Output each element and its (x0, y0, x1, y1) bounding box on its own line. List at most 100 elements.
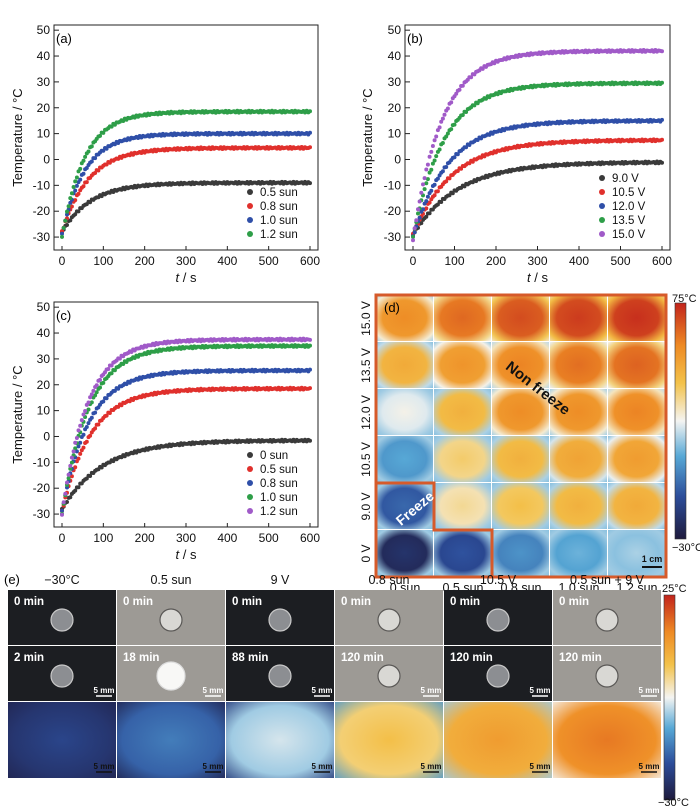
legend-label: 12.0 V (612, 201, 646, 213)
data-point (89, 415, 94, 420)
data-point (98, 133, 102, 138)
data-point (78, 166, 83, 171)
time-label: 18 min (123, 652, 159, 664)
data-point (76, 456, 81, 461)
y-tick-label: 40 (388, 49, 402, 63)
data-point (412, 230, 417, 235)
y-tick-label: -10 (33, 455, 51, 469)
legend-label: 0.8 sun (260, 201, 298, 213)
heatmap-cell (376, 530, 433, 576)
legend-marker (599, 231, 605, 237)
data-point (424, 181, 429, 186)
data-point (81, 184, 86, 189)
data-point (308, 343, 312, 348)
legend-marker (247, 494, 253, 500)
heatmap-cell (376, 389, 433, 435)
legend-label: 1.0 sun (260, 215, 298, 227)
data-point (81, 432, 86, 437)
data-point (422, 187, 427, 192)
droplet (50, 664, 74, 688)
data-point (457, 87, 462, 92)
droplet (595, 608, 619, 632)
data-point (89, 144, 94, 149)
data-point (68, 218, 73, 223)
data-point (74, 436, 79, 440)
data-point (74, 175, 79, 180)
data-point (65, 212, 69, 217)
heatmap-cell (376, 342, 433, 388)
series-13-5-v (411, 80, 664, 239)
data-point (429, 167, 434, 172)
heatmap-cell (492, 389, 549, 435)
scale-bar-label: 5 mm (530, 686, 551, 695)
heatmap-cell (550, 342, 607, 388)
data-point (424, 199, 429, 204)
data-point (412, 226, 417, 231)
droplet (377, 608, 401, 632)
scale-bar-label: 5 mm (639, 762, 660, 771)
data-point (88, 433, 93, 438)
x-axis-label-var: t (176, 270, 181, 285)
series-0-8-sun (60, 367, 312, 513)
scale-bar-label: 5 mm (312, 686, 333, 695)
scale-bar-label: 5 mm (530, 762, 551, 771)
scale-bar-label: 5 mm (94, 686, 115, 695)
data-point (68, 495, 73, 500)
legend-marker (599, 217, 605, 223)
x-tick-label: 100 (444, 254, 464, 268)
colorbar-min-label: −30°C (672, 542, 700, 554)
data-point (86, 400, 91, 405)
data-point (421, 182, 425, 187)
y-tick-label: 50 (37, 300, 51, 314)
legend-marker (247, 231, 253, 237)
data-point (73, 488, 78, 493)
y-tick-label: 50 (388, 23, 402, 37)
y-tick-label: 10 (388, 127, 402, 141)
data-point (439, 200, 444, 204)
time-label: 0 min (341, 596, 371, 608)
droplet (268, 664, 292, 688)
legend-marker (247, 480, 253, 486)
legend-marker (247, 189, 253, 195)
scale-bar-label: 5 mm (421, 762, 442, 771)
x-axis-label: t / s (176, 270, 197, 285)
legend-label: 0 sun (260, 450, 288, 462)
heatmap-cell (550, 530, 607, 576)
y-tick-label: 50 (37, 23, 51, 37)
data-point (76, 444, 81, 449)
data-point (73, 198, 78, 203)
data-point (445, 106, 450, 111)
scale-bar-label: 5 mm (203, 686, 224, 695)
data-point (66, 204, 71, 209)
data-point (439, 119, 444, 124)
y-tick-label: -30 (384, 230, 402, 244)
data-point (93, 156, 98, 161)
time-label: 120 min (341, 652, 384, 664)
scale-bar-label: 5 mm (639, 686, 660, 695)
data-point (432, 138, 437, 143)
panel-label-d: (d) (384, 300, 400, 315)
data-point (430, 161, 435, 166)
time-label: 120 min (559, 652, 602, 664)
data-point (65, 500, 69, 504)
data-point (432, 182, 437, 187)
y-tick-label: 20 (37, 101, 51, 115)
data-point (429, 149, 434, 154)
x-tick-label: 0 (410, 254, 417, 268)
data-point (435, 176, 440, 181)
data-point (660, 160, 664, 165)
heatmap-row-label: 0 V (359, 544, 373, 562)
x-tick-label: 200 (135, 531, 155, 545)
data-point (93, 426, 98, 431)
legend-label: 10.5 V (612, 187, 646, 199)
heatmap-cell (376, 295, 433, 341)
data-point (447, 176, 452, 181)
time-label: 0 min (450, 596, 480, 608)
series-1-2-sun (60, 336, 312, 517)
data-point (65, 209, 69, 214)
x-tick-label: 600 (300, 531, 320, 545)
heatmap-cell (492, 483, 549, 529)
heatmap-cell (434, 530, 491, 576)
heatmap-row-label: 9.0 V (359, 492, 373, 520)
